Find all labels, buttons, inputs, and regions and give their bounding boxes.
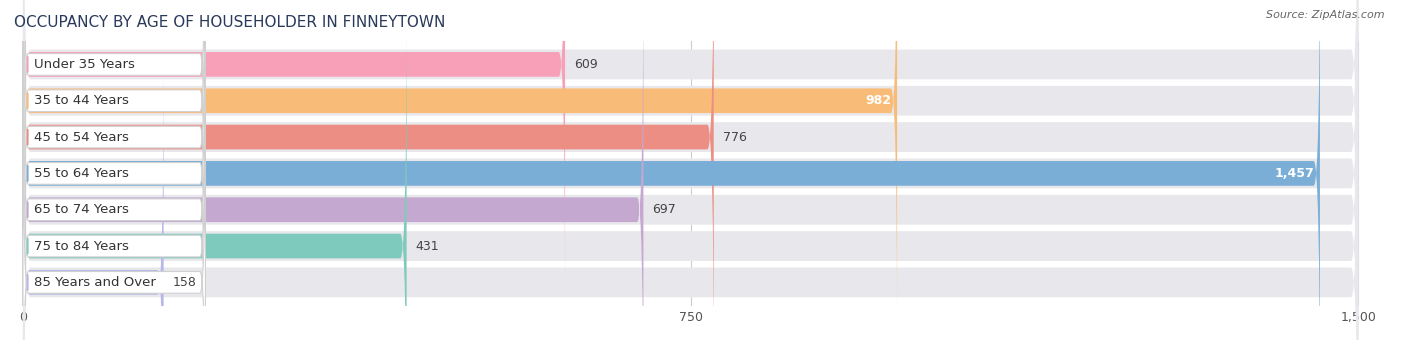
Text: OCCUPANCY BY AGE OF HOUSEHOLDER IN FINNEYTOWN: OCCUPANCY BY AGE OF HOUSEHOLDER IN FINNE… bbox=[14, 15, 446, 30]
FancyBboxPatch shape bbox=[22, 0, 1358, 340]
FancyBboxPatch shape bbox=[22, 75, 205, 340]
FancyBboxPatch shape bbox=[22, 4, 406, 340]
FancyBboxPatch shape bbox=[22, 0, 1320, 340]
Text: 45 to 54 Years: 45 to 54 Years bbox=[34, 131, 129, 143]
Text: 982: 982 bbox=[866, 94, 891, 107]
FancyBboxPatch shape bbox=[22, 39, 205, 340]
FancyBboxPatch shape bbox=[22, 0, 565, 306]
FancyBboxPatch shape bbox=[22, 0, 1358, 340]
Text: 35 to 44 Years: 35 to 44 Years bbox=[34, 94, 129, 107]
FancyBboxPatch shape bbox=[22, 0, 1358, 340]
FancyBboxPatch shape bbox=[22, 0, 205, 272]
Text: 697: 697 bbox=[652, 203, 676, 216]
FancyBboxPatch shape bbox=[22, 0, 205, 340]
Text: 609: 609 bbox=[574, 58, 598, 71]
FancyBboxPatch shape bbox=[22, 0, 897, 340]
FancyBboxPatch shape bbox=[22, 0, 1358, 340]
FancyBboxPatch shape bbox=[22, 0, 1358, 340]
FancyBboxPatch shape bbox=[22, 0, 205, 340]
Text: 85 Years and Over: 85 Years and Over bbox=[34, 276, 156, 289]
FancyBboxPatch shape bbox=[22, 0, 1358, 340]
FancyBboxPatch shape bbox=[22, 3, 205, 340]
FancyBboxPatch shape bbox=[22, 0, 714, 340]
Text: Under 35 Years: Under 35 Years bbox=[34, 58, 135, 71]
Text: 158: 158 bbox=[173, 276, 197, 289]
Text: 1,457: 1,457 bbox=[1275, 167, 1315, 180]
Text: 776: 776 bbox=[723, 131, 747, 143]
Text: 55 to 64 Years: 55 to 64 Years bbox=[34, 167, 129, 180]
Text: 65 to 74 Years: 65 to 74 Years bbox=[34, 203, 129, 216]
FancyBboxPatch shape bbox=[22, 7, 1358, 340]
FancyBboxPatch shape bbox=[22, 0, 205, 308]
Text: 431: 431 bbox=[416, 240, 439, 253]
Text: 75 to 84 Years: 75 to 84 Years bbox=[34, 240, 129, 253]
Text: Source: ZipAtlas.com: Source: ZipAtlas.com bbox=[1267, 10, 1385, 20]
FancyBboxPatch shape bbox=[22, 40, 163, 340]
FancyBboxPatch shape bbox=[22, 0, 644, 340]
